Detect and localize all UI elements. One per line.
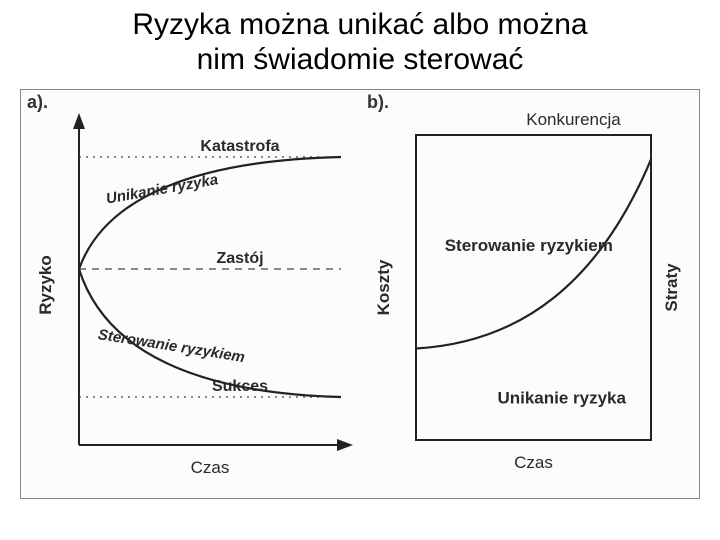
- chart-a: RyzykoCzasKatastrofaZastójSukcesUnikanie…: [21, 90, 361, 490]
- svg-text:Unikanie ryzyka: Unikanie ryzyka: [105, 171, 220, 207]
- svg-text:Sterowanie ryzykiem: Sterowanie ryzykiem: [97, 326, 246, 366]
- svg-text:Czas: Czas: [191, 458, 230, 477]
- svg-text:Unikanie ryzyka: Unikanie ryzyka: [497, 388, 626, 407]
- svg-text:Koszty: Koszty: [374, 259, 393, 315]
- chart-b: Konkurencja Koszty Straty Czas Sterowanie ry…: [361, 90, 701, 490]
- svg-text:Katastrofa: Katastrofa: [200, 138, 279, 155]
- svg-text:Straty: Straty: [662, 263, 681, 312]
- svg-text:Sterowanie ryzykiem: Sterowanie ryzykiem: [445, 236, 613, 255]
- panel-a: a). RyzykoCzasKatastrofaZastójSukcesUnik…: [21, 90, 361, 498]
- panel-b-label: b).: [367, 92, 389, 113]
- panel-b: b). Konkurencja Koszty Straty Czas Sterowani…: [361, 90, 701, 498]
- chart-panels: a). RyzykoCzasKatastrofaZastójSukcesUnik…: [20, 89, 700, 499]
- svg-text:Konkurencja: Konkurencja: [526, 110, 621, 129]
- title-line-2: nim świadomie sterować: [197, 43, 524, 76]
- svg-text:Zastój: Zastój: [216, 250, 263, 267]
- title-line-1: Ryzyka można unikać albo można: [132, 8, 587, 41]
- svg-text:Czas: Czas: [514, 453, 553, 472]
- svg-text:Ryzyko: Ryzyko: [36, 255, 55, 315]
- page-title: Ryzyka można unikać albo można nim świad…: [0, 0, 720, 81]
- panel-a-label: a).: [27, 92, 48, 113]
